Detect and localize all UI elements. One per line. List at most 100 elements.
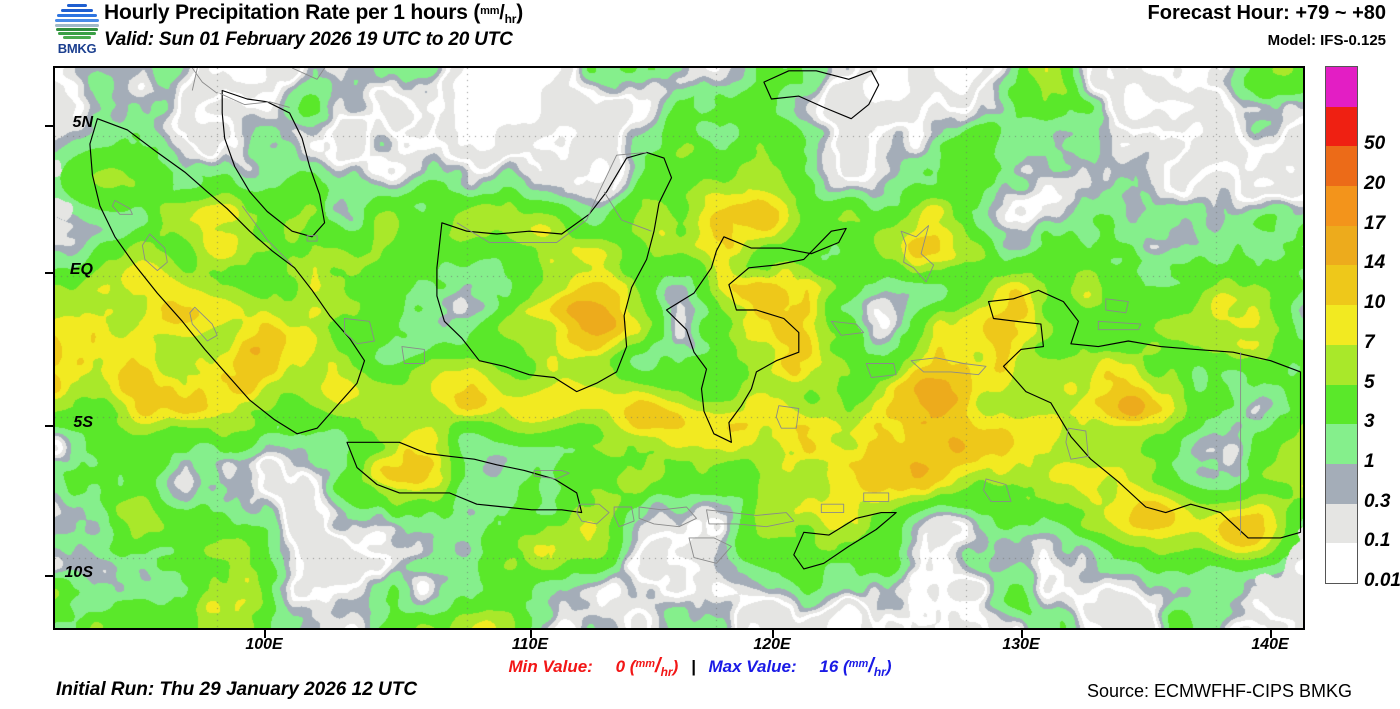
coastline-aru	[1065, 427, 1089, 460]
minmax-separator: |	[690, 657, 696, 676]
bmkg-logo-wave	[61, 9, 93, 12]
coastline-tanimbar	[983, 478, 1012, 502]
colorbar-tick-label: 50	[1364, 133, 1386, 155]
colorbar-band	[1326, 384, 1357, 425]
bmkg-logo-wave	[67, 4, 87, 7]
coastline-sulawesi	[665, 227, 847, 443]
coastline-halmahera	[900, 225, 935, 283]
lat-tick-label: 5S	[73, 414, 93, 431]
header-bar: BMKG Hourly Precipitation Rate per 1 hou…	[0, 0, 1400, 60]
bmkg-logo-wave	[55, 19, 99, 22]
lon-tick-mark	[530, 630, 532, 638]
colorbar-tick-label: 3	[1364, 411, 1375, 433]
coastline-yapen	[1097, 320, 1142, 331]
lat-tick-mark	[45, 125, 53, 127]
lon-tick-label: 130E	[1002, 636, 1040, 653]
lon-tick-mark	[1021, 630, 1023, 638]
max-value-label: Max Value:	[708, 657, 797, 676]
title-unit-numerator: mm	[480, 5, 500, 17]
lon-tick-label: 100E	[245, 636, 283, 653]
lat-tick-label: 10S	[64, 564, 93, 581]
colorbar-tick-label: 14	[1364, 252, 1386, 274]
colorbar-labels: 50 20 17 14 10 7 5 3 1 0.3 0.1 0.01	[1364, 66, 1400, 596]
lon-tick-label: 120E	[753, 636, 791, 653]
coastline-sumatra-border	[241, 205, 293, 266]
coastline-sumatra	[89, 118, 366, 435]
colorbar-tick-label: 1	[1364, 450, 1375, 472]
colorbar-band	[1326, 463, 1357, 504]
coastline-belitung	[401, 346, 425, 364]
colorbar	[1325, 66, 1358, 584]
colorbar-tick-label: 10	[1364, 292, 1386, 314]
coastline-alor	[820, 503, 845, 514]
coastline-mentawai	[189, 306, 218, 342]
coastline-bangka	[344, 318, 375, 345]
title-unit-denominator: hr	[504, 12, 517, 26]
coastline-borneo-border2	[603, 191, 652, 232]
coastline-bali	[576, 503, 610, 525]
lon-tick-mark	[1270, 630, 1272, 638]
model-name-text: Model: IFS-0.125	[1267, 32, 1386, 49]
coastline-buru	[865, 363, 897, 378]
bmkg-logo-wave	[63, 36, 91, 39]
lon-tick-mark	[772, 630, 774, 638]
bmkg-logo-wave	[58, 32, 96, 35]
max-value-unit: (mm/hr)	[838, 655, 892, 679]
colorbar-tick-label: 5	[1364, 371, 1375, 393]
lat-tick-label: 5N	[72, 114, 93, 131]
coastline-malay	[221, 89, 326, 238]
max-value: 16	[819, 657, 839, 676]
coastline-newguinea	[987, 289, 1302, 539]
colorbar-band	[1326, 305, 1357, 345]
coastline-thailand-coast	[191, 68, 218, 94]
colorbar-band	[1326, 424, 1357, 464]
coastline-java	[346, 441, 583, 514]
lat-tick-label: EQ	[69, 261, 93, 278]
lon-tick-mark	[264, 630, 266, 638]
colorbar-tick-label: 20	[1364, 173, 1386, 195]
precipitation-raster	[55, 68, 1303, 628]
forecast-hour-text: Forecast Hour: +79 ~ +80	[1147, 2, 1386, 24]
colorbar-tick-label: 0.1	[1364, 530, 1391, 552]
lat-tick-mark	[45, 425, 53, 427]
colorbar-band	[1326, 543, 1357, 583]
title-unit: (mm/hr)	[473, 1, 524, 26]
min-value-unit: (mm/hr)	[625, 655, 679, 679]
lat-tick-mark	[45, 272, 53, 274]
bmkg-logo-wave	[55, 24, 99, 27]
bmkg-logo-label: BMKG	[57, 41, 97, 56]
bmkg-logo-disc	[54, 2, 100, 42]
colorbar-band	[1326, 225, 1357, 266]
lat-tick-mark	[45, 575, 53, 577]
coastline-simeulue	[111, 199, 133, 215]
page-title: Hourly Precipitation Rate per 1 hours (m…	[104, 1, 524, 26]
coastline-sula	[830, 320, 865, 336]
valid-time-text: Valid: Sun 01 February 2026 19 UTC to 20…	[104, 29, 513, 50]
coastline-nias	[141, 233, 168, 272]
coastline-borneo-border1	[456, 151, 647, 243]
colorbar-band	[1326, 67, 1357, 107]
colorbar-band	[1326, 503, 1357, 544]
colorbar-band	[1326, 344, 1357, 385]
coastline-philippines-mindanao	[763, 70, 880, 120]
coastline-flores	[706, 509, 795, 528]
colorbar-band	[1326, 265, 1357, 306]
colorbar-tick-label: 17	[1364, 212, 1386, 234]
coastline-sumba	[688, 537, 732, 564]
precipitation-map[interactable]: Copyright Sub Bidang Prediksi Cuaca BMKG…	[53, 66, 1305, 630]
colorbar-tick-label: 7	[1364, 331, 1375, 353]
min-max-readout: Min Value: 0 (mm/hr) | Max Value: 16 (mm…	[0, 655, 1400, 679]
min-value: 0	[615, 657, 626, 676]
bmkg-logo-wave	[57, 14, 97, 17]
coastline-indochina-e	[291, 68, 326, 80]
lon-tick-label: 140E	[1251, 636, 1289, 653]
coastline-malay-thai	[219, 92, 290, 108]
page-title-text: Hourly Precipitation Rate per 1 hours	[104, 1, 468, 24]
source-text: Source: ECMWFHF-CIPS BMKG	[1086, 681, 1352, 701]
coastline-madura	[533, 469, 570, 480]
colorbar-tick-label: 0.3	[1364, 490, 1391, 512]
coastline-singapore	[306, 235, 318, 242]
coastline-seram	[910, 357, 987, 376]
colorbar-band	[1326, 186, 1357, 226]
bmkg-logo-wave	[56, 28, 98, 31]
